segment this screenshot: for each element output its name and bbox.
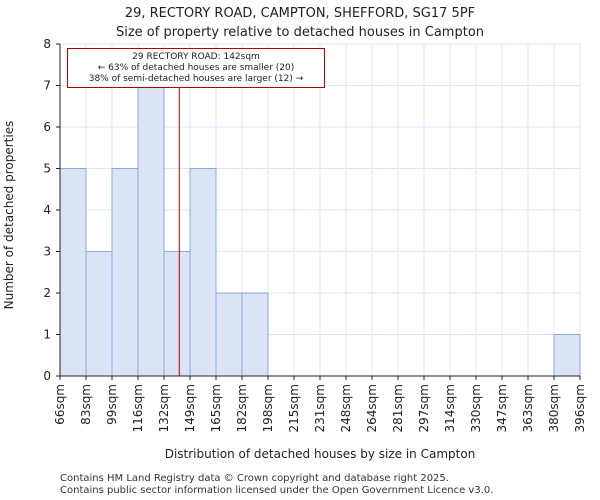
x-tick-label: 248sqm bbox=[339, 384, 353, 432]
histogram-bar bbox=[215, 292, 243, 377]
y-tick-label: 8 bbox=[43, 37, 51, 51]
x-tick-label: 198sqm bbox=[261, 384, 275, 432]
x-tick-label: 116sqm bbox=[131, 384, 145, 432]
x-tick-label: 165sqm bbox=[209, 384, 223, 432]
x-tick-label: 215sqm bbox=[287, 384, 301, 432]
bars bbox=[59, 85, 581, 377]
histogram-bar bbox=[59, 168, 87, 377]
x-tick-label: 264sqm bbox=[365, 384, 379, 432]
x-tick-labels: 66sqm 83sqm 99sqm 116sqm 132sqm 149sqm 165sqm 1… bbox=[53, 376, 587, 432]
annotation-box: 29 RECTORY ROAD: 142sqm ← 63% of detache… bbox=[67, 48, 325, 88]
x-tick-label: 330sqm bbox=[469, 384, 483, 432]
x-tick-label: 132sqm bbox=[157, 384, 171, 432]
y-tick-labels: 0 1 2 3 4 5 6 7 8 bbox=[43, 37, 60, 383]
histogram-bar bbox=[553, 334, 581, 377]
annotation-line3: 38% of semi-detached houses are larger (… bbox=[88, 74, 304, 84]
x-tick-label: 297sqm bbox=[417, 384, 431, 432]
y-tick-label: 6 bbox=[43, 120, 51, 134]
x-tick-label: 396sqm bbox=[573, 384, 587, 432]
histogram-bar bbox=[111, 168, 139, 377]
y-tick-label: 1 bbox=[43, 328, 51, 342]
x-tick-label: 231sqm bbox=[313, 384, 327, 432]
x-tick-label: 182sqm bbox=[235, 384, 249, 432]
histogram-bar bbox=[137, 85, 165, 377]
y-tick-label: 3 bbox=[43, 245, 51, 259]
annotation-line1: 29 RECTORY ROAD: 142sqm bbox=[132, 52, 260, 62]
chart-title-line1: 29, RECTORY ROAD, CAMPTON, SHEFFORD, SG1… bbox=[124, 6, 476, 21]
footer-line1: Contains HM Land Registry data © Crown c… bbox=[60, 473, 449, 484]
y-tick-label: 0 bbox=[43, 369, 51, 383]
histogram-bar bbox=[241, 292, 269, 377]
x-tick-label: 83sqm bbox=[79, 384, 93, 425]
y-tick-label: 4 bbox=[43, 203, 51, 217]
footer-line2: Contains public sector information licen… bbox=[60, 485, 494, 496]
x-tick-label: 380sqm bbox=[547, 384, 561, 432]
histogram-bar bbox=[163, 251, 191, 377]
y-tick-label: 5 bbox=[43, 162, 51, 176]
x-tick-label: 281sqm bbox=[391, 384, 405, 432]
y-tick-label: 2 bbox=[43, 286, 51, 300]
x-axis-label: Distribution of detached houses by size … bbox=[165, 447, 476, 461]
x-tick-label: 149sqm bbox=[183, 384, 197, 432]
x-tick-label: 66sqm bbox=[53, 384, 67, 425]
y-axis-label: Number of detached properties bbox=[2, 121, 16, 310]
annotation-line2: ← 63% of detached houses are smaller (20… bbox=[97, 63, 295, 73]
x-tick-label: 314sqm bbox=[443, 384, 457, 432]
chart-title-line2: Size of property relative to detached ho… bbox=[115, 25, 485, 40]
y-tick-label: 7 bbox=[43, 79, 51, 93]
x-tick-label: 347sqm bbox=[495, 384, 509, 432]
histogram-bar bbox=[85, 251, 113, 377]
histogram-bar bbox=[189, 168, 217, 377]
x-tick-label: 363sqm bbox=[521, 384, 535, 432]
x-tick-label: 99sqm bbox=[105, 384, 119, 425]
